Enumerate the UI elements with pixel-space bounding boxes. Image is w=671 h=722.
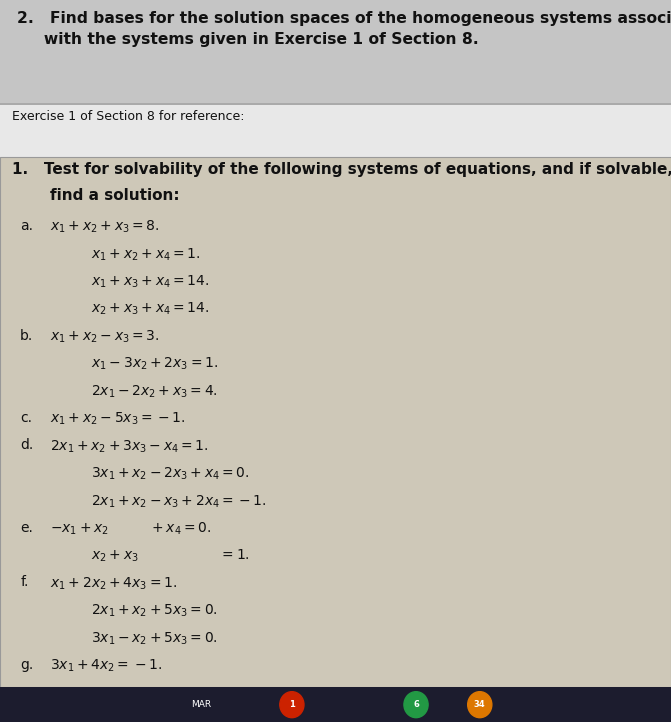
Text: 2.   Find bases for the solution spaces of the homogeneous systems associated
  : 2. Find bases for the solution spaces of… [17,11,671,48]
Text: $x_1 + x_3 + x_4 = 14.$: $x_1 + x_3 + x_4 = 14.$ [91,274,209,290]
FancyBboxPatch shape [0,157,671,687]
Text: $x_1 - 3x_2 + 2x_3 = 1.$: $x_1 - 3x_2 + 2x_3 = 1.$ [91,356,218,373]
Text: $3x_1 + x_2 - 2x_3 + x_4 = 0.$: $3x_1 + x_2 - 2x_3 + x_4 = 0.$ [91,466,249,482]
Text: $-x_1 - x_2 = 1.$: $-x_1 - x_2 = 1.$ [91,685,180,702]
Text: f.: f. [20,575,28,589]
Text: b.: b. [20,329,34,342]
Text: $x_1 - 2x_2 = 0.$: $x_1 - 2x_2 = 0.$ [91,713,177,722]
Text: 1: 1 [289,700,295,709]
FancyBboxPatch shape [0,0,671,105]
Text: Exercise 1 of Section 8 for reference:: Exercise 1 of Section 8 for reference: [12,110,244,123]
FancyBboxPatch shape [0,105,671,157]
Text: MAR: MAR [191,700,211,709]
Text: $2x_1 - 2x_2 + x_3 = 4.$: $2x_1 - 2x_2 + x_3 = 4.$ [91,383,217,400]
Text: c.: c. [20,411,32,425]
Text: 34: 34 [474,700,486,709]
Circle shape [280,692,304,718]
Text: $x_2 + x_3 + x_4 = 14.$: $x_2 + x_3 + x_4 = 14.$ [91,301,209,318]
Text: $x_1 + x_2 + x_4 = 1.$: $x_1 + x_2 + x_4 = 1.$ [91,246,200,263]
Text: $x_1 + x_2 - x_3 = 3.$: $x_1 + x_2 - x_3 = 3.$ [50,329,160,345]
Circle shape [404,692,428,718]
Text: 1.   Test for solvability of the following systems of equations, and if solvable: 1. Test for solvability of the following… [12,162,671,178]
Text: $x_1 + x_2 - 5x_3 = -1.$: $x_1 + x_2 - 5x_3 = -1.$ [50,411,186,427]
Text: $2x_1 + x_2 + 3x_3 - x_4 = 1.$: $2x_1 + x_2 + 3x_3 - x_4 = 1.$ [50,438,209,455]
Text: $3x_1 - x_2 + 5x_3 = 0.$: $3x_1 - x_2 + 5x_3 = 0.$ [91,630,217,647]
Text: $-x_1 + x_2 \quad\quad\quad + x_4 = 0.$: $-x_1 + x_2 \quad\quad\quad + x_4 = 0.$ [50,521,211,537]
Text: $x_1 + x_2 + x_3 = 8.$: $x_1 + x_2 + x_3 = 8.$ [50,219,160,235]
Text: e.: e. [20,521,33,534]
FancyBboxPatch shape [0,687,671,722]
Text: find a solution:: find a solution: [50,188,180,204]
Text: $3x_1 + 4x_2 = -1.$: $3x_1 + 4x_2 = -1.$ [50,658,162,674]
Circle shape [468,692,492,718]
Text: $x_2 + x_3 \quad\quad\quad\quad\quad\quad = 1.$: $x_2 + x_3 \quad\quad\quad\quad\quad\qua… [91,548,250,565]
Text: $2x_1 + x_2 + 5x_3 = 0.$: $2x_1 + x_2 + 5x_3 = 0.$ [91,603,217,619]
Text: $x_1 + 2x_2 + 4x_3 = 1.$: $x_1 + 2x_2 + 4x_3 = 1.$ [50,575,178,592]
Text: 6: 6 [413,700,419,709]
Text: a.: a. [20,219,33,232]
Text: g.: g. [20,658,34,671]
Text: d.: d. [20,438,34,452]
FancyBboxPatch shape [0,103,671,105]
Text: $2x_1 + x_2 - x_3 + 2x_4 = -1.$: $2x_1 + x_2 - x_3 + 2x_4 = -1.$ [91,493,266,510]
